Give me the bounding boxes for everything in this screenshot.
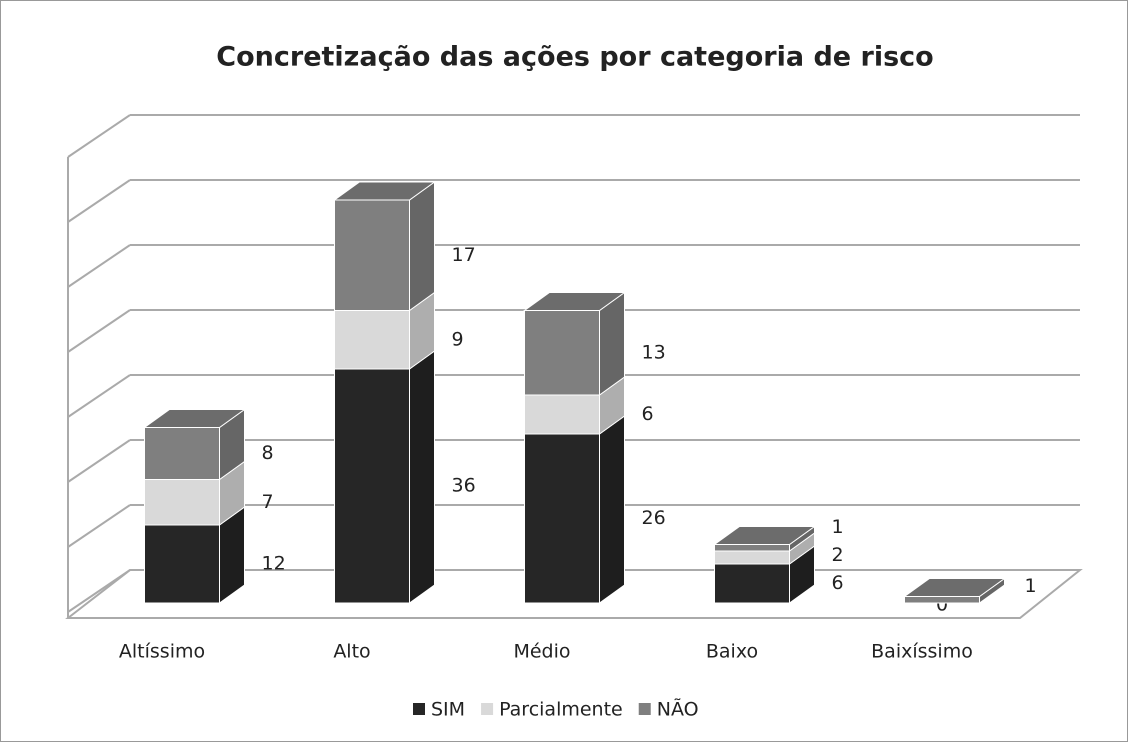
chart-title: Concretização das ações por categoria de…: [216, 42, 933, 73]
bar-segment: [524, 394, 600, 435]
bar-side: [409, 181, 435, 312]
bar-top: [142, 409, 247, 428]
bar-segment: [334, 199, 410, 311]
x-tick-label: Baixo: [706, 641, 758, 663]
data-label: 1: [832, 516, 844, 538]
bar-side: [599, 415, 625, 604]
grid-line-side: [67, 244, 131, 288]
bar-segment: [524, 433, 600, 604]
legend-swatch: [413, 703, 425, 715]
bar-segment: [714, 563, 790, 604]
bar-top: [332, 181, 437, 201]
bar-side: [409, 350, 435, 604]
data-label: 17: [452, 244, 476, 266]
grid-line-side: [67, 504, 131, 548]
grid-line-side: [67, 374, 131, 418]
bar-segment: [144, 427, 220, 480]
data-label: 2: [832, 544, 844, 566]
grid-line-side: [67, 114, 131, 158]
data-label: 8: [262, 442, 274, 464]
data-label: 1: [1025, 575, 1037, 597]
data-label: 26: [642, 507, 666, 529]
bar-segment: [714, 550, 790, 565]
legend-label: Parcialmente: [499, 699, 623, 721]
grid-line-side: [67, 309, 131, 353]
bar-segment: [714, 544, 790, 552]
bar-segment: [334, 310, 410, 370]
legend-swatch: [481, 703, 494, 715]
grid-line-side: [67, 179, 131, 223]
x-tick-label: Baixíssimo: [871, 641, 973, 663]
grid-line-side: [67, 439, 131, 483]
data-label: 6: [642, 403, 654, 425]
bar-segment: [144, 479, 220, 526]
data-label: 6: [832, 572, 844, 594]
x-tick-label: Alto: [333, 641, 370, 663]
bar-segment: [904, 596, 980, 604]
data-label: 36: [452, 475, 476, 497]
data-label: 12: [262, 553, 286, 575]
legend-label: SIM: [431, 699, 465, 721]
legend-swatch: [638, 703, 651, 715]
bar-segment: [144, 524, 220, 604]
data-label: 13: [642, 341, 666, 363]
x-tick-label: Médio: [513, 641, 570, 663]
bar-top: [712, 526, 817, 545]
data-label: 7: [262, 491, 274, 513]
data-label: 9: [452, 328, 464, 350]
bar-segment: [334, 368, 410, 604]
bar-segment: [524, 310, 600, 396]
bar-top: [902, 578, 1007, 597]
legend-label: NÃO: [657, 698, 699, 721]
bar-top: [522, 292, 627, 311]
grid-line-side: [67, 569, 131, 613]
x-tick-label: Altíssimo: [119, 641, 205, 663]
